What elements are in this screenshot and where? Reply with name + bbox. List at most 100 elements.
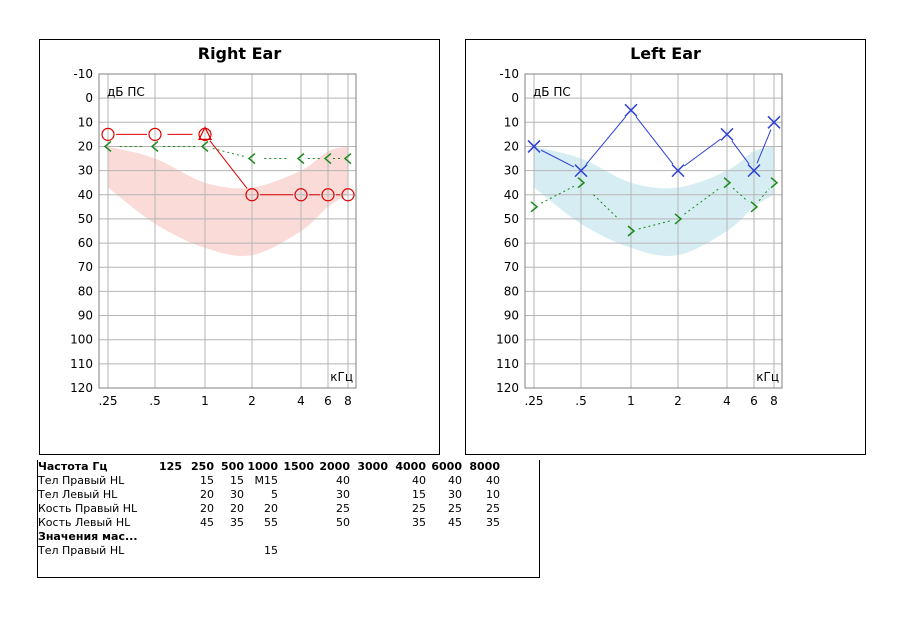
table-cell: 20 — [200, 488, 214, 501]
table-cell — [182, 544, 214, 558]
left-ear-plot: -10 0 10 20 30 40 50 60 70 80 90 100 110 120 .25 .5 1 2 4 6… — [496, 67, 783, 408]
table-cell: 25 — [412, 502, 426, 515]
left-ear-title: Left Ear — [630, 44, 701, 63]
x-tick-label: 1 — [201, 394, 209, 408]
section-row: Значения мас... — [38, 530, 500, 544]
series-line — [684, 138, 721, 167]
series-line — [732, 187, 749, 202]
y-tick-label: -10 — [73, 67, 93, 81]
freq-header: 2000 — [319, 460, 350, 473]
series-line — [731, 140, 750, 165]
table-cell — [314, 544, 350, 558]
table-cell: 20 — [264, 502, 278, 515]
table-cell: 20 — [200, 502, 214, 515]
table-cell — [462, 544, 500, 558]
y-tick-label: 100 — [70, 333, 93, 347]
table-cell — [278, 516, 314, 530]
right-ear-plot: -10 0 10 20 30 40 50 60 70 80 90 100 110 120 .25 .5 1 2 4 6… — [70, 67, 357, 408]
y-tick-label: 80 — [504, 284, 519, 298]
table-cell: 15 — [412, 488, 426, 501]
y-tick-label: 10 — [504, 115, 519, 129]
y-tick-label: 100 — [496, 333, 519, 347]
x-tick-label: .5 — [149, 394, 160, 408]
freq-header: 500 — [221, 460, 244, 473]
x-tick-label: .5 — [575, 394, 586, 408]
data-point-circle — [294, 188, 308, 202]
table-cell — [278, 544, 314, 558]
y-tick-label: 0 — [85, 91, 93, 105]
y-tick-label: 20 — [78, 139, 93, 153]
y-tick-label: -10 — [499, 67, 519, 81]
table-cell: 30 — [336, 488, 350, 501]
x-tick-label: 6 — [324, 394, 332, 408]
data-point-bone-right — [103, 140, 112, 153]
x-axis-label: кГц — [756, 370, 779, 384]
y-axis-label: дБ ПС — [107, 85, 145, 99]
freq-header: 1000 — [247, 460, 278, 473]
row-label: Кость Правый HL — [38, 502, 138, 515]
data-point-circle — [321, 188, 335, 202]
x-tick-label: 8 — [344, 394, 352, 408]
table-cell — [278, 474, 314, 488]
table-cell — [350, 474, 388, 488]
x-tick-label: 4 — [297, 394, 305, 408]
table-cell — [148, 474, 182, 488]
table-cell — [388, 544, 426, 558]
data-point-x — [527, 139, 541, 153]
table-cell — [148, 544, 182, 558]
table-cell — [278, 502, 314, 516]
y-axis-label: дБ ПС — [533, 85, 571, 99]
table-row: Кость Левый HL 45 35 55 50 35 45 35 — [38, 516, 500, 530]
row-label: Кость Левый HL — [38, 516, 131, 529]
y-tick-label: 60 — [504, 236, 519, 250]
data-point-circle — [341, 188, 355, 202]
x-tick-label: .25 — [524, 394, 543, 408]
data-point-bone-right — [343, 152, 352, 165]
table-cell — [426, 544, 462, 558]
table-cell: 40 — [412, 474, 426, 487]
x-tick-label: 1 — [627, 394, 635, 408]
table-header-row: Частота Гц 125 250 500 1000 1500 2000 30… — [38, 460, 500, 474]
left-ear-audiogram: Left Ear -10 0 10 20 30 40 50 60 70 80 90 100 110 120… — [465, 39, 866, 455]
table-cell: 40 — [486, 474, 500, 487]
x-tick-label: 4 — [723, 394, 731, 408]
x-tick-label: 2 — [248, 394, 256, 408]
freq-header: 125 — [159, 460, 182, 473]
data-point-bone-right — [247, 152, 256, 165]
data-point-bone-right — [200, 140, 209, 153]
table-cell — [350, 502, 388, 516]
table-cell: 45 — [200, 516, 214, 529]
y-tick-label: 20 — [504, 139, 519, 153]
data-point-circle — [245, 188, 259, 202]
x-tick-label: 2 — [674, 394, 682, 408]
data-point-x — [767, 115, 781, 129]
data-point-bone-left — [750, 201, 759, 213]
series-line — [209, 140, 248, 189]
table-row: Тел Правый HL 15 — [38, 544, 500, 558]
series-line — [540, 185, 575, 204]
table-cell — [350, 544, 388, 558]
freq-header: 8000 — [469, 460, 500, 473]
table-row: Тел Левый HL 20 30 5 30 15 30 10 — [38, 488, 500, 502]
normal-hearing-band — [108, 146, 348, 256]
table-cell: 45 — [448, 516, 462, 529]
series-line — [756, 129, 772, 164]
y-tick-label: 120 — [70, 381, 93, 395]
series-line — [585, 116, 627, 165]
series-line — [540, 149, 575, 168]
threshold-table: Частота Гц 125 250 500 1000 1500 2000 30… — [37, 460, 540, 578]
table-cell: 10 — [486, 488, 500, 501]
table-cell — [148, 502, 182, 516]
y-tick-label: 90 — [78, 309, 93, 323]
table-cell: 35 — [486, 516, 500, 529]
table-cell: 30 — [230, 488, 244, 501]
table-cell: 50 — [336, 516, 350, 529]
data-point-circle — [101, 127, 115, 141]
series-line — [635, 116, 674, 165]
data-point-x — [624, 103, 638, 117]
x-axis-label: кГц — [330, 370, 353, 384]
series-line — [593, 194, 619, 220]
table-cell: M15 — [254, 474, 279, 487]
table-cell — [214, 544, 244, 558]
y-tick-label: 10 — [78, 115, 93, 129]
